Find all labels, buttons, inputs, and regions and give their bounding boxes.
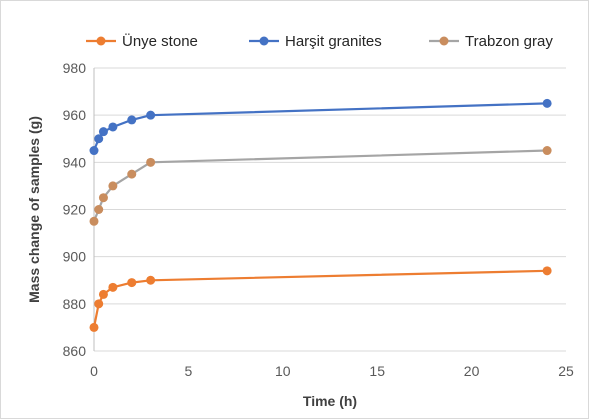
data-point (146, 275, 156, 285)
data-point (98, 289, 108, 299)
y-tick-label: 860 (63, 343, 87, 359)
x-tick-label: 5 (185, 363, 193, 379)
data-point (89, 216, 99, 226)
legend-label: Harşit granites (285, 33, 382, 50)
data-point (98, 193, 108, 203)
legend-item: Ünye stone (86, 32, 198, 50)
series-line (92, 102, 548, 151)
y-axis-title: Mass change of samples (g) (26, 116, 42, 303)
x-tick-label: 10 (275, 363, 291, 379)
data-point (108, 122, 118, 132)
data-point (89, 146, 99, 156)
legend-item: Trabzon gray (429, 33, 553, 50)
series-layer (89, 98, 552, 332)
legend: Ünye stone Harşit granites Trabzon gray (86, 32, 553, 50)
data-point (94, 299, 104, 309)
x-tick-label: 20 (464, 363, 480, 379)
y-tick-label: 980 (63, 60, 87, 76)
data-point (146, 157, 156, 167)
legend-item: Harşit granites (249, 33, 382, 50)
data-point (542, 266, 552, 276)
data-point (94, 134, 104, 144)
data-point (542, 146, 552, 156)
data-point (108, 282, 118, 292)
data-point (94, 205, 104, 214)
x-tick-label: 15 (369, 363, 385, 379)
legend-label: Ünye stone (122, 32, 198, 50)
x-tick-label: 0 (90, 363, 98, 379)
data-point (127, 115, 137, 125)
legend-label: Trabzon gray (465, 33, 553, 50)
y-tick-label: 920 (63, 202, 87, 218)
gridlines (94, 67, 566, 352)
y-tick-label: 880 (63, 296, 87, 312)
x-tick-label: 25 (558, 363, 574, 379)
data-point (127, 169, 137, 179)
data-point (108, 181, 118, 191)
legend-marker (96, 36, 106, 46)
data-point (127, 278, 137, 288)
data-point (542, 98, 552, 108)
y-tick-label: 940 (63, 154, 87, 170)
legend-marker (439, 36, 449, 46)
data-point (98, 127, 108, 137)
series-line (92, 269, 548, 328)
y-tick-label: 960 (63, 107, 87, 123)
y-tick-label: 900 (63, 249, 87, 265)
data-point (146, 110, 156, 120)
legend-marker (259, 36, 269, 46)
axes: 860 880 900 920 940 960 980 0 5 10 15 20 25 (63, 60, 574, 379)
series-line (92, 149, 548, 222)
x-axis-title: Time (h) (303, 393, 357, 409)
data-point (89, 322, 99, 332)
